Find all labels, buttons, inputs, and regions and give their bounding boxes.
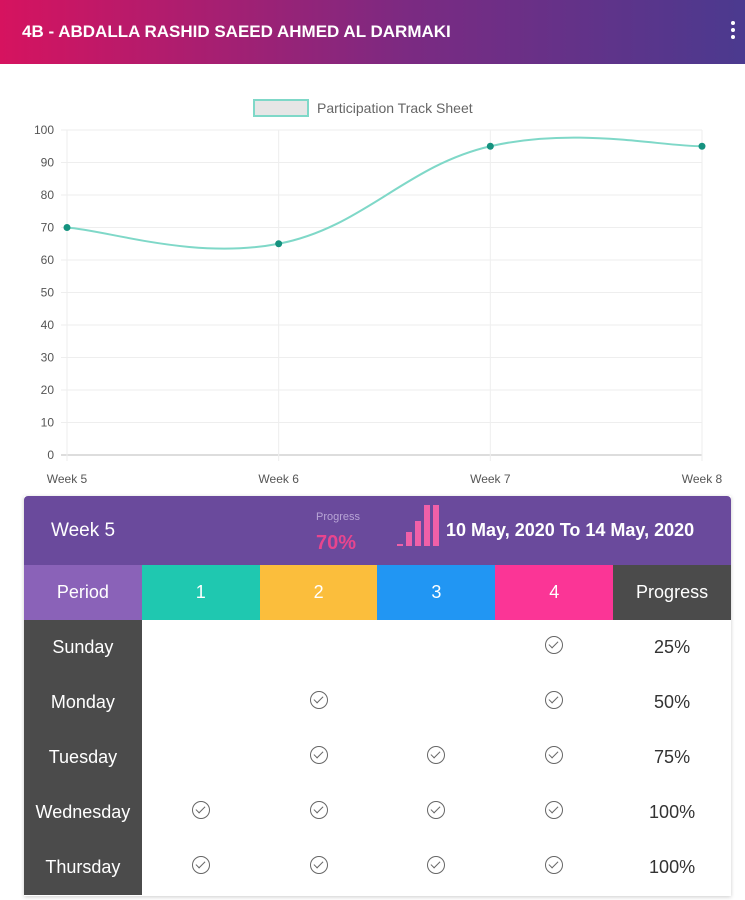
y-tick-label: 10 [41,416,55,430]
column-header: Period [24,565,142,620]
progress-sparkline-icon [397,500,445,546]
y-tick-label: 100 [34,123,54,137]
spark-bar [424,504,430,546]
data-point [63,224,71,231]
check-circle-icon [545,691,564,709]
legend-label: Participation Track Sheet [317,100,473,116]
row-progress: 100% [649,857,696,877]
week-card: Week 5 Progress 70% 10 May, 2020 To 14 M… [24,496,731,896]
check-circle-icon [545,801,564,819]
day-label: Thursday [24,840,142,895]
x-tick-label: Week 7 [470,472,511,486]
row-progress: 100% [649,802,696,822]
column-header: 4 [495,565,614,620]
check-circle-icon [545,636,564,654]
table-row: Monday 50% [24,675,731,730]
more-vert-icon[interactable] [727,18,739,42]
y-tick-label: 70 [41,221,55,235]
data-point [486,142,494,150]
y-tick-label: 60 [41,253,55,267]
series-line [66,136,703,250]
column-header: 3 [377,565,496,620]
table-row: Thursday 100% [24,840,731,895]
x-tick-label: Week 5 [47,472,88,486]
check-circle-icon [427,856,446,874]
x-tick-label: Week 6 [258,472,299,486]
period-cell [142,675,260,730]
progress-value: 70% [316,532,357,554]
progress-label: Progress [316,511,361,523]
check-circle-icon [427,746,446,764]
check-circle-icon [309,691,328,709]
y-tick-label: 40 [41,318,55,332]
period-cell [377,675,495,730]
period-cell [495,730,613,785]
data-point [275,240,283,248]
table-row: Tuesday 75% [24,730,731,785]
y-tick-label: 0 [47,448,54,462]
student-title: 4B - ABDALLA RASHID SAEED AHMED AL DARMA… [22,22,451,41]
day-label: Sunday [24,620,142,675]
table-row: Sunday 25% [24,620,731,675]
spark-bar [406,532,412,546]
y-tick-label: 90 [41,156,55,170]
check-circle-icon [309,856,328,874]
period-cell [142,620,260,675]
column-header: 1 [141,565,260,620]
period-cell [377,620,495,675]
check-circle-icon [191,856,210,874]
row-progress: 50% [654,692,691,712]
check-circle-icon [545,746,564,764]
period-cell [260,620,378,675]
week-label: Week 5 [51,520,116,541]
check-circle-icon [309,801,328,819]
check-circle-icon [545,856,564,874]
period-cell [260,785,378,840]
y-tick-label: 20 [41,383,55,397]
row-progress: 25% [654,637,691,657]
period-cell [495,620,613,675]
check-circle-icon [191,801,210,819]
period-cell [260,675,378,730]
date-range: 10 May, 2020 To 14 May, 2020 [446,520,695,540]
period-cell [377,730,495,785]
period-cell [377,840,495,895]
participation-chart: Participation Track Sheet 0 10 20 30 40 50 60 70… [34,99,723,486]
table-row: Wednesday 100% [24,785,731,840]
row-progress: 75% [654,747,691,767]
column-header: Progress [613,565,731,620]
day-label: Tuesday [24,730,142,785]
participation-table: Period 1 2 3 4 Progress Sunday 25% Monday 50% Tue… [24,565,731,895]
app-header: 4B - ABDALLA RASHID SAEED AHMED AL DARMA… [0,0,745,64]
period-cell [377,785,495,840]
y-tick-label: 30 [41,351,55,365]
y-tick-label: 80 [41,188,55,202]
spark-bar [397,543,403,546]
day-label: Wednesday [24,785,142,840]
spark-bar [415,520,421,546]
x-tick-label: Week 8 [682,472,723,486]
period-cell [260,840,378,895]
period-cell [495,785,613,840]
period-cell [260,730,378,785]
check-circle-icon [427,801,446,819]
week-bar: Week 5 Progress 70% 10 May, 2020 To 14 M… [24,496,731,565]
day-label: Monday [24,675,142,730]
spark-bar [433,504,439,546]
legend-swatch [253,99,309,117]
period-cell [142,730,260,785]
check-circle-icon [309,746,328,764]
period-cell [495,675,613,730]
period-cell [142,840,260,895]
y-tick-label: 50 [41,286,55,300]
column-header: 2 [259,565,378,620]
data-point [698,142,706,150]
period-cell [142,785,260,840]
period-cell [495,840,613,895]
